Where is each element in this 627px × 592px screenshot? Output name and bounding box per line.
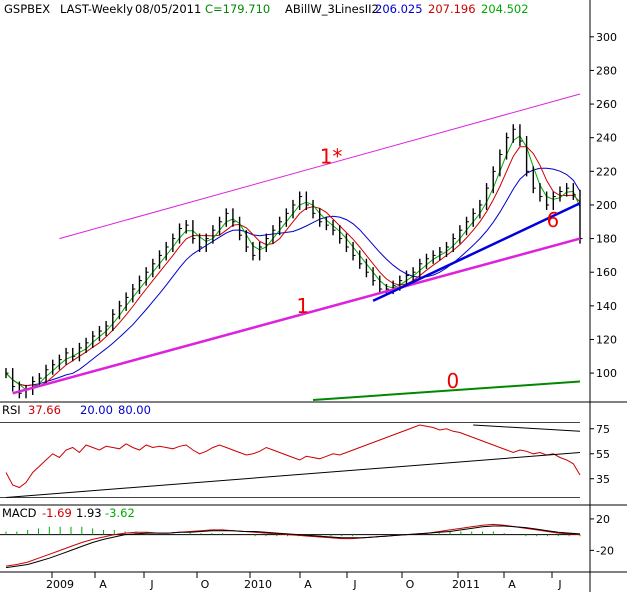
date-tick-label: A	[508, 578, 516, 591]
rsi-line	[5, 424, 581, 489]
trendline-label: 1	[296, 294, 309, 318]
macd-tick-label: 20	[596, 513, 610, 526]
header-close: C=179.710	[205, 2, 270, 16]
trendline-2	[59, 93, 581, 240]
date-tick-label: O	[406, 578, 415, 591]
macd-layer: 20 -20	[0, 513, 614, 569]
rsi-low-level: 20.00	[80, 403, 113, 417]
price-layer: 1 1* 6 0	[5, 93, 583, 401]
price-tick-label: 140	[596, 300, 617, 313]
date-tick-label: 2009	[46, 578, 74, 591]
date-tick-label: J	[557, 578, 561, 591]
macd-label: MACD	[2, 506, 37, 520]
trendline-4	[312, 380, 581, 401]
ma-line-1	[5, 167, 581, 387]
rsi-tick-label: 55	[596, 448, 610, 461]
date-axis-ticks: 2009 A J O 2010 A J O 2011 A J	[46, 572, 562, 591]
trendline-3	[372, 202, 581, 302]
macd-tick-label: -20	[596, 544, 614, 557]
header-ma2: 207.196	[428, 2, 476, 16]
price-axis-ticks: 100 120 140 160 180 200 220 240 260 280 300	[590, 31, 617, 380]
date-tick-label: A	[99, 578, 107, 591]
trendline-label: 0	[447, 369, 460, 393]
rsi-tick-label: 35	[596, 473, 610, 486]
rsi-layer: 35 55 75	[0, 422, 610, 498]
date-tick-label: O	[201, 578, 210, 591]
price-tick-label: 280	[596, 64, 617, 77]
trendline-label: 6	[547, 208, 560, 232]
price-tick-label: 180	[596, 233, 617, 246]
price-tick-label: 100	[596, 367, 617, 380]
macd-value: -1.69	[42, 506, 72, 520]
rsi-value: 37.66	[28, 403, 61, 417]
header-date: 08/05/2011	[135, 2, 201, 16]
price-tick-label: 120	[596, 333, 617, 346]
macd-hist-value: -3.62	[105, 506, 135, 520]
rsi-tick-label: 75	[596, 423, 610, 436]
rsi-high-level: 80.00	[118, 403, 151, 417]
header-ma1: 206.025	[375, 2, 423, 16]
price-tick-label: 240	[596, 132, 617, 145]
date-tick-label: J	[149, 578, 153, 591]
macd-line	[5, 523, 581, 567]
rsi-trendline	[473, 424, 581, 432]
trendline-label: 1*	[320, 144, 343, 168]
rsi-trendline	[5, 452, 581, 498]
date-tick-label: 2011	[452, 578, 480, 591]
date-tick-label: 2010	[244, 578, 272, 591]
header-indicator: ABillW_3LinesII2	[285, 2, 379, 16]
rsi-label: RSI	[2, 403, 21, 417]
price-tick-label: 260	[596, 98, 617, 111]
macd-signal-value: 1.93	[76, 506, 102, 520]
price-tick-label: 300	[596, 31, 617, 44]
price-tick-label: 200	[596, 199, 617, 212]
date-tick-label: A	[304, 578, 312, 591]
price-tick-label: 220	[596, 165, 617, 178]
header-ma3: 204.502	[481, 2, 529, 16]
ma-line-2	[5, 146, 581, 387]
price-tick-label: 160	[596, 266, 617, 279]
trendline-1	[12, 237, 581, 395]
macd-signal-line	[5, 525, 581, 569]
header-period: LAST-Weekly	[60, 2, 133, 16]
header-symbol: GSPBEX	[4, 2, 50, 16]
date-tick-label: J	[352, 578, 356, 591]
